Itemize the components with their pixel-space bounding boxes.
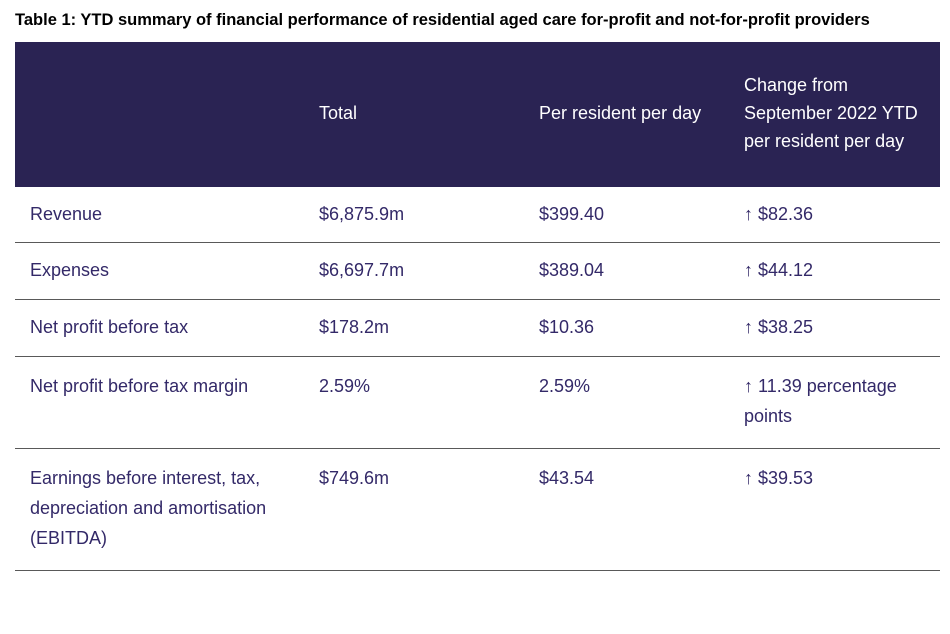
cell-per-day: $389.04	[525, 242, 730, 301]
financial-summary-table: Total Per resident per day Change from S…	[15, 41, 940, 572]
row-label: Net profit before tax	[15, 299, 305, 357]
table-row-net-profit-margin: Net profit before tax margin 2.59% 2.59%…	[15, 356, 940, 450]
cell-per-day: 2.59%	[525, 356, 730, 450]
row-label: Earnings before interest, tax, depreciat…	[15, 448, 305, 572]
row-label: Expenses	[15, 242, 305, 301]
column-header-empty	[15, 41, 305, 187]
cell-change: ↑ 11.39 percentage points	[730, 356, 940, 450]
up-arrow-icon: ↑	[744, 203, 753, 224]
cell-change: ↑ $44.12	[730, 242, 940, 301]
cell-total: $6,875.9m	[305, 186, 525, 244]
table-row-net-profit-before-tax: Net profit before tax $178.2m $10.36 ↑ $…	[15, 299, 940, 357]
change-value: $39.53	[758, 468, 814, 489]
up-arrow-icon: ↑	[744, 468, 753, 489]
table-row-ebitda: Earnings before interest, tax, depreciat…	[15, 448, 940, 572]
table-title: Table 1: YTD summary of financial perfor…	[15, 11, 870, 29]
cell-per-day: $43.54	[525, 448, 730, 572]
cell-change: ↑ $38.25	[730, 299, 940, 357]
change-value: $38.25	[758, 317, 814, 338]
change-value: $82.36	[758, 203, 814, 224]
change-value: 11.39 percentage points	[744, 375, 897, 426]
row-label: Revenue	[15, 186, 305, 244]
up-arrow-icon: ↑	[744, 375, 753, 396]
cell-per-day: $10.36	[525, 299, 730, 357]
change-value: $44.12	[758, 260, 814, 281]
cell-total: $749.6m	[305, 448, 525, 572]
up-arrow-icon: ↑	[744, 317, 753, 338]
row-label: Net profit before tax margin	[15, 356, 305, 450]
cell-total: 2.59%	[305, 356, 525, 450]
cell-change: ↑ $39.53	[730, 448, 940, 572]
cell-total: $178.2m	[305, 299, 525, 357]
cell-change: ↑ $82.36	[730, 186, 940, 244]
cell-total: $6,697.7m	[305, 242, 525, 301]
header-row: Total Per resident per day Change from S…	[15, 41, 940, 187]
column-header-total: Total	[305, 41, 525, 187]
cell-per-day: $399.40	[525, 186, 730, 244]
table-row-expenses: Expenses $6,697.7m $389.04 ↑ $44.12	[15, 242, 940, 301]
up-arrow-icon: ↑	[744, 260, 753, 281]
column-header-per-resident-per-day: Per resident per day	[525, 41, 730, 187]
column-header-change-from-september: Change from September 2022 YTD per resid…	[730, 41, 940, 187]
table-row-revenue: Revenue $6,875.9m $399.40 ↑ $82.36	[15, 186, 940, 244]
